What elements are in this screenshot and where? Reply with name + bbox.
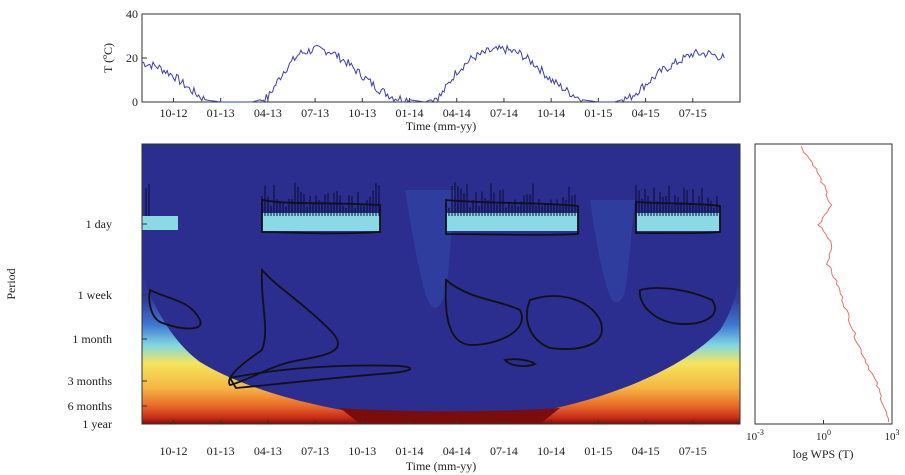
low-power-trough-winter-13	[170, 170, 270, 333]
gws-x-tick-label: 100	[816, 428, 831, 443]
temperature-x-tick-label: 10-14	[537, 106, 565, 120]
temperature-y-tick-label: 0	[132, 95, 138, 109]
daily-activity-marks	[145, 182, 718, 216]
contour-4	[444, 278, 523, 346]
wps-x-tick-label: 04-14	[443, 444, 471, 458]
wps-x-tick-label: 01-13	[207, 444, 235, 458]
temperature-y-tick-label: 20	[126, 51, 138, 65]
gws-plot-frame	[754, 143, 893, 425]
wps-x-tick-label: 10-13	[348, 444, 376, 458]
daily-band-1	[142, 216, 178, 230]
wps-x-tick-label: 10-14	[537, 444, 565, 458]
wps-x-tick-label: 01-15	[584, 444, 612, 458]
wps-x-axis: 10-12 01-13 04-13 07-13 10-13 01-14 04-14 07-14…	[159, 420, 707, 458]
gws-x-tick-label: 103	[885, 428, 900, 443]
low-power-trough-winter-14	[405, 190, 455, 308]
contour-1	[148, 288, 202, 330]
temperature-x-tick-label: 04-14	[443, 106, 471, 120]
temperature-x-tick-label: 01-14	[396, 106, 424, 120]
cone-of-influence-region	[142, 272, 740, 424]
wps-plot-frame	[141, 143, 741, 425]
period-y-tick-label: 3 months	[68, 374, 113, 388]
wps-x-tick-label: 04-13	[254, 444, 282, 458]
temperature-x-label: Time (mm-yy)	[406, 119, 477, 133]
period-y-tick-label: 1 month	[72, 332, 112, 346]
temperature-series-line	[141, 44, 725, 104]
global-wavelet-spectrum-line	[800, 145, 890, 423]
period-y-tick-label: 1 day	[86, 217, 112, 231]
contour-7	[503, 358, 537, 367]
contour-8	[261, 198, 381, 235]
wps-x-tick-label: 07-15	[679, 444, 707, 458]
temperature-x-tick-label: 01-15	[584, 106, 612, 120]
wps-x-tick-label: 10-12	[159, 444, 187, 458]
global-wavelet-panel: 10-3 100 103 log WPS (T)	[746, 143, 900, 461]
period-y-tick-label: 1 year	[82, 417, 112, 431]
wps-x-tick-label: 07-13	[301, 444, 329, 458]
wps-x-tick-label: 04-15	[632, 444, 660, 458]
temperature-x-tick-label: 10-12	[159, 106, 187, 120]
contour-2	[228, 267, 339, 387]
temperature-x-tick-label: 07-13	[301, 106, 329, 120]
period-y-tick-label: 6 months	[68, 399, 113, 413]
daily-band-4	[636, 213, 720, 231]
temperature-x-axis: 10-12 01-13 04-13 07-13 10-13 01-14 04-14 07-14…	[159, 98, 707, 120]
contour-5	[526, 295, 603, 350]
temperature-x-tick-label: 04-15	[632, 106, 660, 120]
wavelet-power-panel: 1 day 1 week 1 month 3 months 6 months 1 year…	[4, 143, 741, 473]
temperature-x-tick-label: 07-15	[679, 106, 707, 120]
annual-peak-band	[340, 408, 560, 424]
temperature-x-tick-label: 10-13	[348, 106, 376, 120]
wps-x-tick-label: 07-14	[490, 444, 518, 458]
temperature-x-tick-label: 07-14	[490, 106, 518, 120]
gws-x-axis: 10-3 100 103	[746, 420, 900, 443]
gws-x-tick-label: 10-3	[746, 428, 764, 443]
daily-band-2	[262, 213, 380, 231]
wps-x-label: Time (mm-yy)	[406, 459, 477, 473]
daily-band-3	[446, 213, 578, 231]
period-y-axis: 1 day 1 week 1 month 3 months 6 months 1 year	[68, 217, 147, 431]
contour-6	[639, 287, 716, 325]
temperature-plot-frame	[141, 13, 741, 103]
temperature-x-tick-label: 01-13	[207, 106, 235, 120]
gws-x-label: log WPS (T)	[792, 447, 853, 461]
temperature-panel: 0 20 40 10-12 01-13 04-13 07-13 10-13 01-14 04-1…	[100, 7, 741, 133]
temperature-y-label: T (oC)	[100, 43, 115, 73]
contour-3	[228, 364, 412, 389]
temperature-x-tick-label: 04-13	[254, 106, 282, 120]
low-power-trough-winter-15	[590, 200, 635, 303]
wps-x-tick-label: 01-14	[396, 444, 424, 458]
temperature-y-axis: 0 20 40	[126, 7, 147, 109]
period-y-label: Period	[4, 268, 18, 299]
temperature-y-tick-label: 40	[126, 7, 138, 21]
period-y-tick-label: 1 week	[78, 288, 112, 302]
